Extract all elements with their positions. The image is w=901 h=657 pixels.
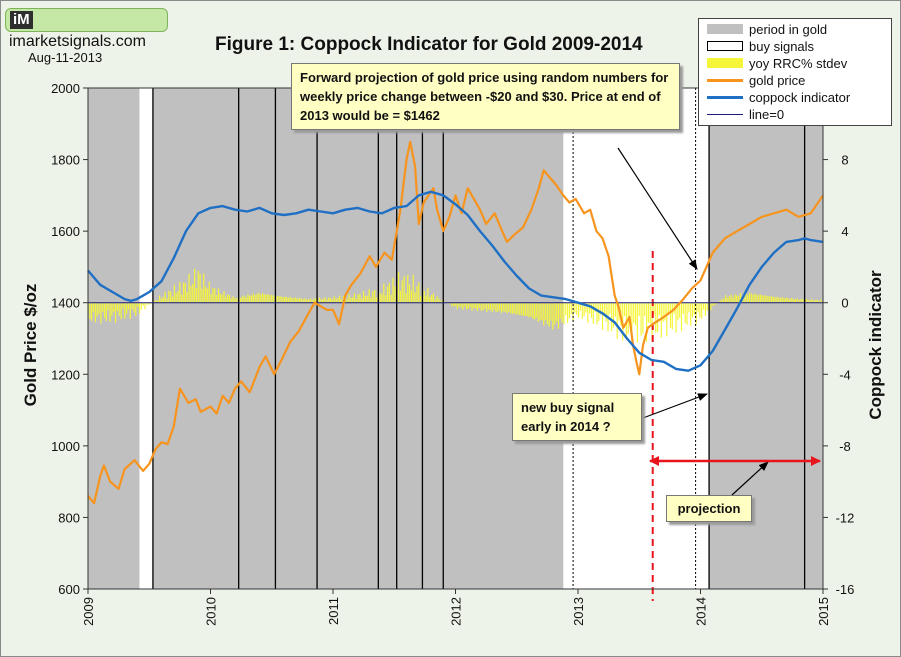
y2-tick-label: -4 (839, 367, 851, 382)
projection-note: Forward projection of gold price using r… (291, 63, 680, 130)
y-tick-label: 1400 (51, 296, 80, 311)
legend-label: coppock indicator (749, 90, 851, 105)
legend-swatch-stdev (707, 58, 743, 68)
periods-in-gold (88, 88, 823, 589)
as-of-date: Aug-11-2013 (28, 50, 103, 65)
gold-price-line (87, 140, 824, 505)
y2-tick-label: 8 (841, 153, 848, 168)
projection-note-arrow (617, 147, 698, 270)
projection-label-arrow (731, 461, 769, 496)
legend: period in gold buy signals yoy RRC% stde… (698, 18, 892, 126)
y-tick-label: 1800 (51, 153, 80, 168)
y2-axis-label: Coppock indicator (866, 270, 885, 420)
projection-label-text: projection (677, 501, 741, 516)
y-tick-label: 1600 (51, 224, 80, 239)
legend-item-stdev: yoy RRC% stdev (699, 55, 891, 72)
y2-tick-label: -8 (839, 439, 851, 454)
legend-label: buy signals (749, 39, 815, 54)
y-tick-label: 600 (58, 582, 80, 597)
legend-label: yoy RRC% stdev (749, 56, 848, 71)
brand-site: imarketsignals.com (9, 33, 146, 50)
brand-badge[interactable]: iM imarketsignals.com (5, 8, 168, 50)
y2-tick-label: -16 (836, 582, 855, 597)
x-tick-label: 2011 (326, 597, 341, 625)
legend-swatch-gold (707, 79, 743, 82)
x-tick-label: 2009 (81, 597, 96, 626)
projection-label: projection (666, 495, 752, 522)
y2-tick-label: 4 (841, 224, 848, 239)
x-tick-label: 2015 (816, 597, 831, 626)
legend-item-gold: gold price (699, 72, 891, 89)
legend-label: gold price (749, 73, 806, 88)
y-axis-label: Gold Price $/oz (21, 283, 40, 407)
chart-title: Figure 1: Coppock Indicator for Gold 200… (215, 34, 643, 55)
y2-tick-label: 0 (841, 296, 848, 311)
x-tick-label: 2010 (204, 597, 219, 626)
legend-item-zero: line=0 (699, 106, 891, 123)
x-tick-label: 2012 (449, 597, 464, 626)
buy-note-text: new buy signal early in 2014 ? (521, 400, 615, 434)
legend-item-buy-signals: buy signals (699, 38, 891, 55)
y-tick-label: 1000 (51, 439, 80, 454)
coppock-line (87, 190, 824, 372)
legend-item-coppock: coppock indicator (699, 89, 891, 106)
x-tick-label: 2013 (571, 597, 586, 626)
buy-note-arrow (642, 393, 708, 419)
legend-swatch-buy (707, 41, 743, 51)
x-tick-label: 2014 (694, 597, 709, 626)
legend-label: line=0 (749, 107, 785, 122)
axes: 2009 2010 2011 2012 2013 2014 2015 600 800 1000 12… (51, 81, 854, 626)
brand-logo: iM (10, 11, 33, 29)
period-band (88, 88, 140, 589)
y2-tick-label: -12 (836, 510, 855, 525)
annotation-arrows (617, 147, 821, 496)
projection-note-text: Forward projection of gold price using r… (300, 70, 669, 123)
legend-item-period: period in gold (699, 21, 891, 38)
legend-label: period in gold (749, 22, 828, 37)
legend-swatch-coppock (707, 96, 743, 99)
legend-swatch-zero (707, 114, 743, 115)
buy-note: new buy signal early in 2014 ? (512, 393, 642, 441)
period-band (152, 88, 564, 589)
legend-swatch-period (707, 24, 743, 34)
y-tick-label: 1200 (51, 367, 80, 382)
y-tick-label: 2000 (51, 81, 80, 96)
y-tick-label: 800 (58, 510, 80, 525)
